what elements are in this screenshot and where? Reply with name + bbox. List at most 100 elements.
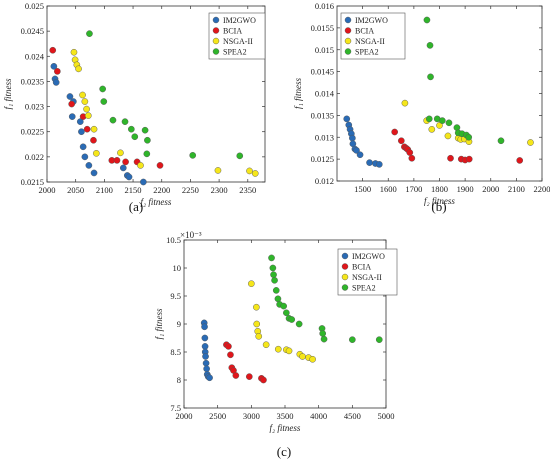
y-axis-label: f₁ fitness — [154, 308, 164, 339]
legend-marker — [341, 263, 349, 270]
legend-marker — [344, 16, 352, 24]
data-point-bcia — [260, 376, 267, 384]
x-tick-label: 2200 — [534, 184, 550, 194]
data-point-spea2 — [423, 16, 431, 24]
x-tick-label: 2200 — [153, 185, 170, 195]
data-point-im2gwo — [68, 113, 76, 120]
data-point-bcia — [397, 137, 405, 145]
data-point-spea2 — [86, 30, 93, 37]
data-point-spea2 — [274, 295, 282, 303]
data-point-bcia — [90, 136, 97, 144]
data-point-bcia — [113, 157, 121, 164]
x-tick-label: 1900 — [457, 184, 474, 194]
x-tick-label: 2050 — [67, 185, 84, 195]
y-tick-label: 8.5 — [170, 347, 181, 357]
data-point-spea2 — [427, 73, 434, 81]
chart-caption: (a) — [129, 199, 143, 214]
data-point-nsga-ii — [309, 355, 316, 363]
data-point-spea2 — [271, 276, 278, 284]
data-point-spea2 — [465, 133, 473, 141]
y-tick-label: 0.016 — [315, 1, 334, 11]
data-point-im2gwo — [81, 153, 89, 161]
data-point-bcia — [122, 158, 129, 166]
x-axis-label: f₂ fitness — [141, 197, 172, 207]
legend-entry: BCIA — [223, 27, 242, 36]
data-point-bcia — [225, 343, 232, 350]
data-point-bcia — [68, 100, 75, 108]
data-point-im2gwo — [356, 151, 364, 159]
y-tick-label: 9.5 — [170, 291, 181, 301]
data-point-bcia — [232, 372, 240, 379]
data-point-bcia — [156, 162, 164, 169]
x-tick-label: 1500 — [354, 184, 371, 194]
legend-marker — [341, 273, 349, 281]
data-point-nsga-ii — [299, 353, 306, 360]
data-point-spea2 — [349, 336, 356, 344]
x-tick-label: 2150 — [125, 185, 142, 195]
data-point-nsga-ii — [253, 320, 261, 328]
data-point-nsga-ii — [401, 99, 409, 107]
x-tick-label: 2350 — [239, 185, 256, 195]
data-point-spea2 — [128, 125, 135, 133]
data-point-spea2 — [497, 137, 505, 145]
data-point-bcia — [391, 128, 398, 136]
data-point-im2gwo — [201, 334, 209, 342]
chart-c: 2000 2500 3000 3500 4000 4500 5000 7.5 8 8.5 9 9.5 1… — [154, 230, 398, 459]
legend-marker — [341, 284, 349, 291]
data-point-spea2 — [189, 152, 197, 159]
x-tick-label: 3500 — [277, 411, 294, 421]
legend-entry: IM2GWO — [355, 16, 388, 25]
y-tick-label: 9 — [177, 319, 181, 329]
data-point-spea2 — [438, 117, 446, 124]
data-point-im2gwo — [140, 178, 147, 186]
y-tick-label: 0.0225 — [21, 127, 44, 137]
legend-marker — [212, 37, 220, 45]
data-point-spea2 — [121, 118, 129, 125]
data-point-spea2 — [109, 116, 117, 124]
data-point-im2gwo — [79, 143, 87, 151]
legend-marker — [344, 37, 352, 45]
legend-marker — [212, 48, 220, 55]
x-tick-label: 1600 — [380, 184, 397, 194]
data-point-nsga-ii — [214, 167, 222, 174]
data-point-spea2 — [288, 316, 296, 323]
x-axis-label: f₂ fitness — [424, 196, 455, 206]
data-point-spea2 — [425, 115, 433, 123]
data-point-bcia — [54, 68, 61, 75]
data-point-nsga-ii — [246, 167, 253, 175]
data-point-nsga-ii — [117, 149, 124, 157]
data-point-nsga-ii — [274, 345, 282, 353]
data-point-bcia — [516, 157, 524, 164]
y-axis-multiplier: ×10⁻³ — [180, 230, 202, 240]
data-point-nsga-ii — [75, 65, 82, 73]
data-point-spea2 — [283, 309, 290, 317]
data-point-spea2 — [99, 85, 106, 93]
data-point-im2gwo — [78, 128, 85, 136]
chart-caption: (b) — [431, 199, 446, 214]
legend-marker — [344, 27, 352, 34]
data-point-spea2 — [131, 133, 139, 141]
x-tick-label: 1700 — [405, 184, 422, 194]
legend-entry: NSGA-II — [223, 37, 253, 46]
legend-marker — [341, 252, 349, 260]
legend-marker — [344, 48, 352, 55]
data-point-spea2 — [144, 136, 151, 144]
data-point-spea2 — [280, 302, 287, 310]
x-tick-label: 2000 — [482, 184, 499, 194]
data-point-im2gwo — [52, 79, 60, 86]
data-point-spea2 — [375, 336, 383, 344]
data-point-im2gwo — [375, 161, 383, 168]
data-point-nsga-ii — [444, 132, 452, 140]
data-point-spea2 — [268, 254, 275, 262]
data-point-im2gwo — [202, 353, 209, 360]
y-tick-label: 0.0245 — [21, 26, 44, 36]
y-tick-label: 0.015 — [315, 45, 334, 55]
data-point-spea2 — [236, 152, 244, 160]
data-point-im2gwo — [206, 374, 213, 382]
legend-entry: IM2GWO — [352, 252, 385, 261]
data-point-nsga-ii — [137, 162, 144, 169]
data-point-im2gwo — [90, 169, 98, 177]
data-point-im2gwo — [201, 323, 208, 331]
legend-marker — [212, 27, 220, 34]
y-tick-label: 0.0235 — [21, 76, 44, 86]
